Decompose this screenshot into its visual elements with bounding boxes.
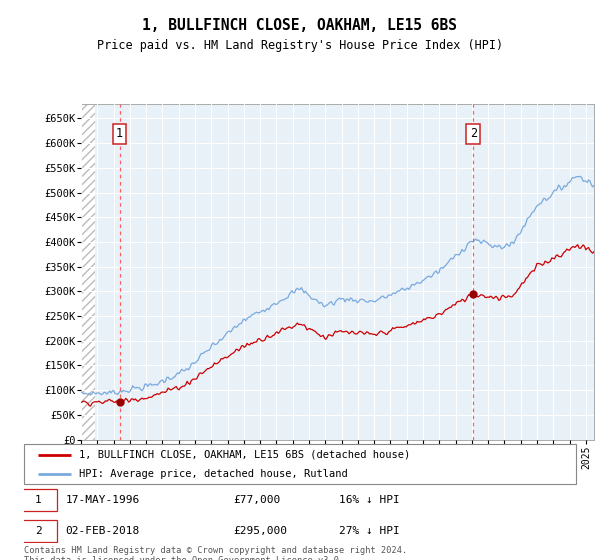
- FancyBboxPatch shape: [20, 520, 57, 542]
- Text: 27% ↓ HPI: 27% ↓ HPI: [338, 526, 400, 536]
- Text: £295,000: £295,000: [234, 526, 288, 536]
- Text: 17-MAY-1996: 17-MAY-1996: [65, 496, 140, 505]
- Text: 02-FEB-2018: 02-FEB-2018: [65, 526, 140, 536]
- Text: 2: 2: [35, 526, 42, 536]
- Text: Price paid vs. HM Land Registry's House Price Index (HPI): Price paid vs. HM Land Registry's House …: [97, 39, 503, 53]
- Text: 1, BULLFINCH CLOSE, OAKHAM, LE15 6BS (detached house): 1, BULLFINCH CLOSE, OAKHAM, LE15 6BS (de…: [79, 450, 410, 460]
- Bar: [81, 104, 95, 440]
- Text: 2: 2: [470, 127, 477, 141]
- Text: £77,000: £77,000: [234, 496, 281, 505]
- FancyBboxPatch shape: [24, 444, 576, 484]
- Text: Contains HM Land Registry data © Crown copyright and database right 2024.
This d: Contains HM Land Registry data © Crown c…: [24, 546, 407, 560]
- Text: HPI: Average price, detached house, Rutland: HPI: Average price, detached house, Rutl…: [79, 469, 348, 479]
- Text: 1, BULLFINCH CLOSE, OAKHAM, LE15 6BS: 1, BULLFINCH CLOSE, OAKHAM, LE15 6BS: [143, 18, 458, 32]
- Text: 1: 1: [35, 496, 42, 505]
- Text: 1: 1: [116, 127, 123, 141]
- FancyBboxPatch shape: [20, 489, 57, 511]
- Text: 16% ↓ HPI: 16% ↓ HPI: [338, 496, 400, 505]
